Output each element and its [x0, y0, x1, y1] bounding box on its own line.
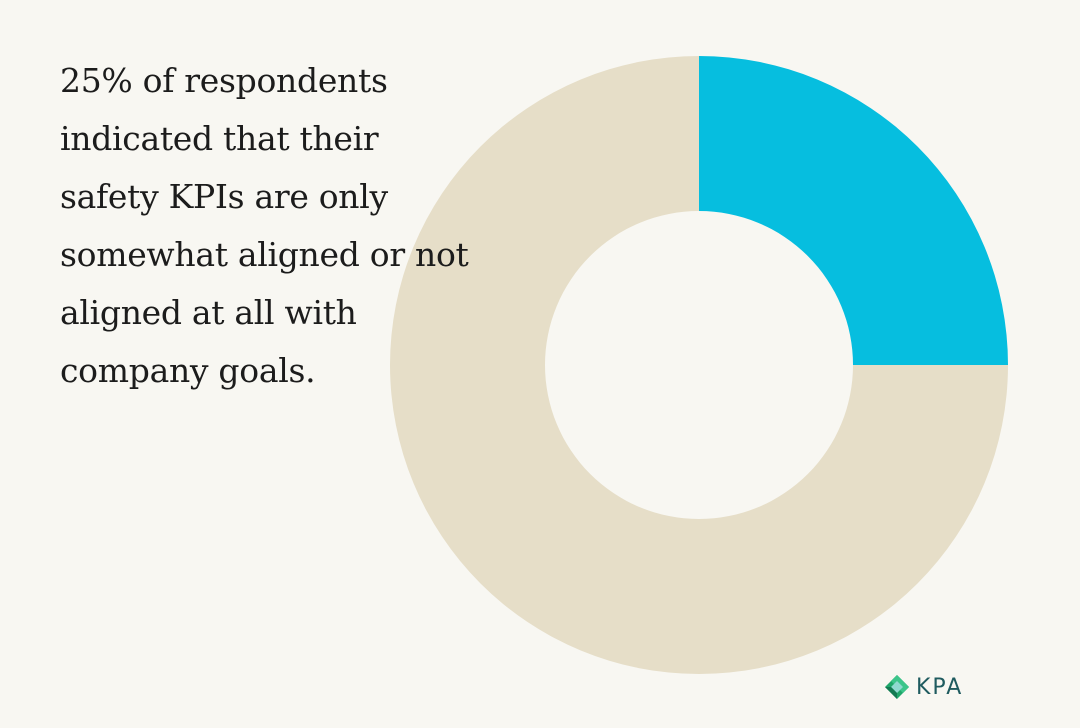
logo-text: KPA — [916, 674, 964, 700]
kpa-diamond-icon — [885, 675, 909, 699]
donut-slice-1 — [699, 56, 1008, 365]
headline-line: safety KPIs are only — [60, 177, 388, 216]
headline-line: somewhat aligned or not — [60, 235, 469, 274]
headline-line: 25% of respondents — [60, 61, 388, 100]
headline-text: 25% of respondents indicated that their … — [60, 52, 580, 400]
donut-slice-2 — [390, 56, 1008, 674]
headline-line: aligned at all with — [60, 293, 357, 332]
headline-line: company goals. — [60, 351, 316, 390]
kpa-logo: KPA — [884, 674, 963, 700]
headline-line: indicated that their — [60, 119, 379, 158]
